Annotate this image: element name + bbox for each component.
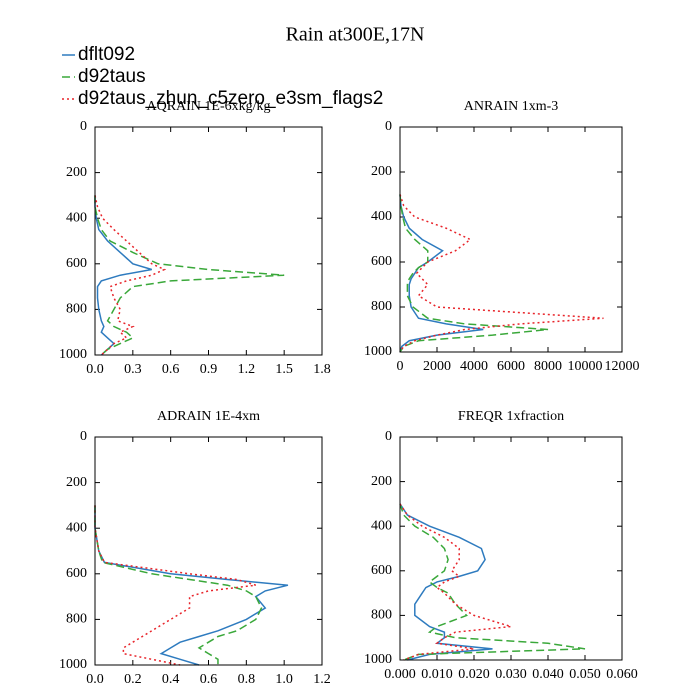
- y-tick-label: 800: [371, 299, 392, 314]
- x-tick-label: 0.8: [238, 672, 256, 687]
- legend-label: dflt092: [78, 44, 135, 65]
- y-tick-label: 200: [66, 475, 87, 490]
- x-tick-label: 0.040: [532, 667, 564, 682]
- profile-line: [94, 505, 257, 666]
- x-tick-label: 6000: [497, 359, 525, 374]
- x-tick-label: 1.0: [275, 672, 293, 687]
- profile-line: [94, 505, 289, 666]
- x-tick-label: 0.0: [86, 672, 104, 687]
- y-tick-label: 0: [80, 429, 87, 444]
- y-tick-label: 1000: [364, 652, 392, 667]
- x-tick-label: 0.050: [569, 667, 601, 682]
- x-tick-label: 0.060: [606, 667, 638, 682]
- figure-title: Rain at300E,17N: [286, 24, 425, 46]
- y-tick-label: 200: [371, 474, 392, 489]
- x-tick-label: 1.8: [313, 362, 331, 377]
- y-tick-label: 0: [385, 119, 392, 134]
- x-tick-label: 1.2: [238, 362, 256, 377]
- panel-title: ANRAIN 1xm-3: [464, 99, 559, 114]
- legend: dflt092d92tausd92taus_zhun_c5zero_e3sm_f…: [62, 44, 383, 109]
- y-tick-label: 800: [66, 302, 87, 317]
- y-tick-label: 400: [371, 518, 392, 533]
- y-tick-label: 600: [66, 256, 87, 271]
- legend-label: d92taus_zhun_c5zero_e3sm_flags2: [78, 88, 383, 109]
- panel-title: AQRAIN 1E-6xkg/kg: [146, 99, 270, 114]
- plot-frame: [94, 436, 323, 666]
- x-tick-label: 0.2: [124, 672, 142, 687]
- y-tick-label: 1000: [59, 657, 87, 672]
- x-tick-label: 0.4: [162, 672, 180, 687]
- x-tick-label: 0.000: [384, 667, 416, 682]
- plot-frame: [399, 436, 623, 661]
- y-tick-label: 200: [66, 165, 87, 180]
- profile-line: [94, 195, 152, 356]
- x-tick-label: 0.6: [162, 362, 180, 377]
- x-tick-label: 4000: [460, 359, 488, 374]
- y-tick-label: 600: [371, 254, 392, 269]
- y-tick-label: 800: [371, 608, 392, 623]
- y-tick-label: 1000: [364, 344, 392, 359]
- profile-line: [399, 503, 512, 661]
- x-tick-label: 0.9: [200, 362, 218, 377]
- plot-frame: [94, 126, 323, 356]
- x-tick-label: 0.020: [458, 667, 490, 682]
- x-tick-label: 1.5: [275, 362, 293, 377]
- profile-line: [399, 503, 586, 661]
- profile-line: [399, 194, 604, 353]
- panel-title: ADRAIN 1E-4xm: [157, 409, 260, 424]
- x-tick-label: 10000: [568, 359, 603, 374]
- y-tick-label: 400: [66, 520, 87, 535]
- y-tick-label: 800: [66, 612, 87, 627]
- y-tick-label: 200: [371, 164, 392, 179]
- y-tick-label: 600: [371, 563, 392, 578]
- y-tick-label: 400: [371, 209, 392, 224]
- profile-line: [94, 195, 167, 356]
- panel-title: FREQR 1xfraction: [458, 409, 564, 424]
- x-tick-label: 0.3: [124, 362, 142, 377]
- y-tick-label: 0: [80, 119, 87, 134]
- x-tick-label: 0.010: [421, 667, 453, 682]
- profile-line: [94, 195, 285, 356]
- legend-label: d92taus: [78, 66, 146, 87]
- x-tick-label: 2000: [423, 359, 451, 374]
- y-tick-label: 1000: [59, 347, 87, 362]
- y-tick-label: 400: [66, 210, 87, 225]
- plot-frame: [399, 126, 623, 353]
- y-tick-label: 600: [66, 566, 87, 581]
- y-tick-label: 0: [385, 429, 392, 444]
- x-tick-label: 0.0: [86, 362, 104, 377]
- x-tick-label: 1.2: [313, 672, 331, 687]
- x-tick-label: 8000: [534, 359, 562, 374]
- profile-line: [94, 505, 263, 665]
- x-tick-label: 0.6: [200, 672, 218, 687]
- profile-line: [399, 194, 549, 353]
- x-tick-label: 0.030: [495, 667, 527, 682]
- x-tick-label: 12000: [605, 359, 640, 374]
- x-tick-label: 0: [397, 359, 404, 374]
